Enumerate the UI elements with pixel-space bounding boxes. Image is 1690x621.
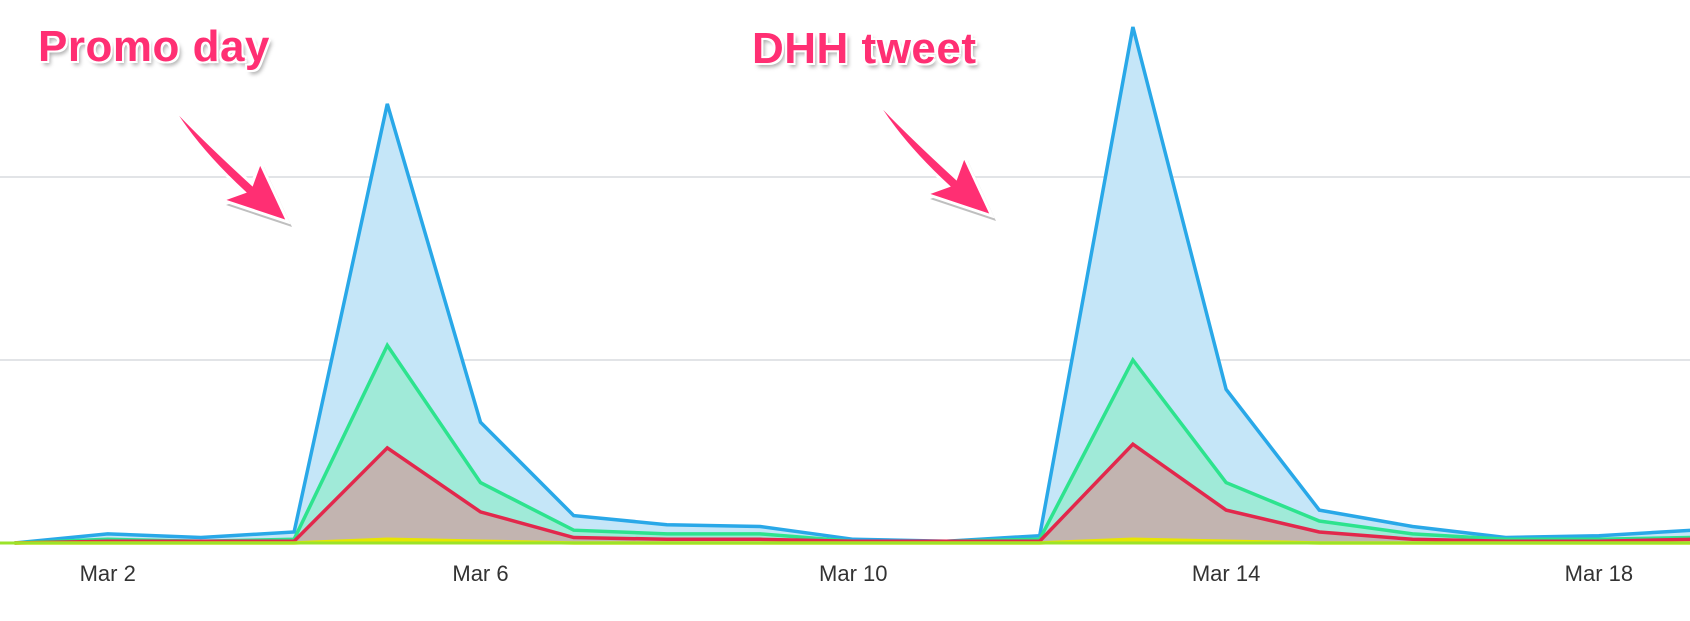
x-tick-label-3: Mar 10 — [819, 561, 887, 586]
x-tick-label-5: Mar 18 — [1565, 561, 1633, 586]
series-1-area — [15, 27, 1690, 543]
x-tick-label-4: Mar 14 — [1192, 561, 1260, 586]
series-2-area — [15, 345, 1690, 543]
x-tick-label-1: Mar 2 — [80, 561, 136, 586]
annotation-promo-day: Promo day — [38, 22, 270, 72]
annotation-dhh-tweet: DHH tweet — [752, 24, 977, 74]
x-tick-label-2: Mar 6 — [452, 561, 508, 586]
series-2-line — [15, 345, 1690, 543]
series-1-line — [15, 27, 1690, 543]
arrow-icon-dhh — [874, 98, 996, 221]
arrow-icon-promo — [170, 104, 292, 227]
